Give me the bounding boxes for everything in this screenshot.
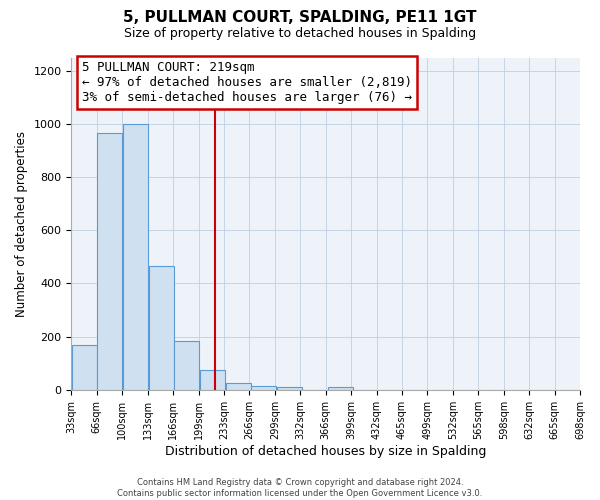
Bar [200, 370, 224, 390]
Bar [251, 386, 276, 390]
Text: Size of property relative to detached houses in Spalding: Size of property relative to detached ho… [124, 28, 476, 40]
Bar [149, 266, 174, 390]
Text: 5 PULLMAN COURT: 219sqm
← 97% of detached houses are smaller (2,819)
3% of semi-: 5 PULLMAN COURT: 219sqm ← 97% of detache… [82, 61, 412, 104]
Bar [277, 387, 302, 390]
Bar [226, 383, 251, 390]
Y-axis label: Number of detached properties: Number of detached properties [15, 130, 28, 316]
Bar [328, 387, 353, 390]
Text: 5, PULLMAN COURT, SPALDING, PE11 1GT: 5, PULLMAN COURT, SPALDING, PE11 1GT [123, 10, 477, 25]
Bar [97, 134, 122, 390]
Bar [71, 344, 97, 390]
Bar [174, 340, 199, 390]
X-axis label: Distribution of detached houses by size in Spalding: Distribution of detached houses by size … [165, 444, 487, 458]
Text: Contains HM Land Registry data © Crown copyright and database right 2024.
Contai: Contains HM Land Registry data © Crown c… [118, 478, 482, 498]
Bar [123, 124, 148, 390]
